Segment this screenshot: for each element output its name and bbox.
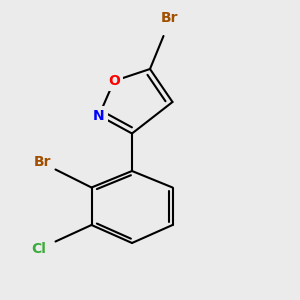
Text: N: N xyxy=(93,109,105,122)
Text: O: O xyxy=(108,74,120,88)
Text: Br: Br xyxy=(161,11,178,25)
Text: Br: Br xyxy=(33,155,51,169)
Text: Cl: Cl xyxy=(32,242,46,256)
